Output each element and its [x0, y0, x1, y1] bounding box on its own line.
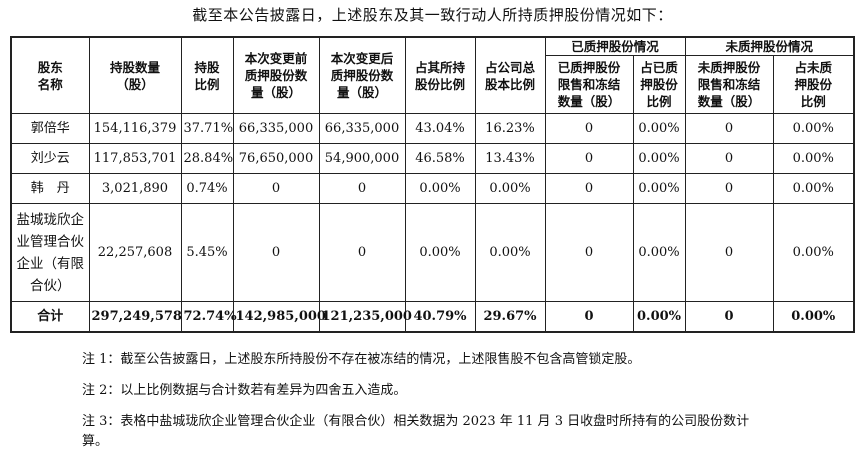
cell-after: 121,235,000	[318, 301, 412, 332]
cell-total-ratio: 29.67%	[474, 301, 546, 332]
cell-pledged-pct: 0.00%	[632, 173, 686, 204]
cell-before: 76,650,000	[232, 143, 320, 174]
header-ratio: 持股 比例	[180, 36, 234, 114]
cell-ratio: 72.74%	[180, 301, 237, 332]
cell-pledged-pct: 0.00%	[632, 203, 686, 302]
cell-pledged-restricted: 0	[544, 143, 634, 174]
cell-holding: 22,257,608	[88, 203, 182, 302]
header-unpledged-pct: 占未质 押股份 比例	[772, 55, 855, 114]
table-row: 郭倍华 154,116,379 37.71% 66,335,000 66,335…	[10, 113, 855, 144]
cell-unpledged-pct: 0.00%	[772, 113, 855, 144]
cell-unpledged-restricted: 0	[684, 113, 774, 144]
total-row: 合计 297,249,578 72.74% 142,985,000 121,23…	[10, 301, 855, 332]
cell-ratio: 28.84%	[180, 143, 234, 174]
cell-unpledged-restricted: 0	[684, 301, 774, 332]
cell-name: 刘少云	[10, 143, 90, 174]
header-shareholder: 股东 名称	[10, 36, 90, 114]
header-own-ratio: 占其所持 股份比例	[404, 36, 476, 114]
cell-unpledged-pct: 0.00%	[772, 143, 855, 174]
cell-own-ratio: 46.58%	[404, 143, 476, 174]
cell-total-ratio: 13.43%	[474, 143, 546, 174]
cell-unpledged-pct: 0.00%	[772, 301, 855, 332]
pledge-table: 股东 名称 持股数量 （股） 持股 比例 本次变更前 质押股份数 量（股） 本次…	[10, 36, 856, 333]
cell-unpledged-restricted: 0	[684, 173, 774, 204]
cell-unpledged-pct: 0.00%	[772, 173, 855, 204]
cell-after: 54,900,000	[318, 143, 406, 174]
cell-ratio: 0.74%	[180, 173, 234, 204]
cell-total-ratio: 0.00%	[474, 203, 546, 302]
cell-unpledged-pct: 0.00%	[772, 203, 855, 302]
header-pledged-pct: 占已质 押股份 比例	[632, 55, 686, 114]
header-after: 本次变更后 质押股份数 量（股）	[318, 36, 406, 114]
header-before: 本次变更前 质押股份数 量（股）	[232, 36, 320, 114]
table-row: 韩 丹 3,021,890 0.74% 0 0 0.00% 0.00% 0 0.…	[10, 173, 855, 204]
cell-name: 合计	[10, 301, 90, 332]
cell-total-ratio: 0.00%	[474, 173, 546, 204]
cell-before: 142,985,000	[232, 301, 326, 332]
footnote-1: 注 1：截至公告披露日，上述股东所持股份不存在被冻结的情况，上述限售股不包含高管…	[82, 352, 641, 367]
cell-pledged-pct: 0.00%	[632, 301, 686, 332]
cell-own-ratio: 0.00%	[404, 203, 476, 302]
cell-pledged-restricted: 0	[544, 113, 634, 144]
cell-name: 盐城珑欣企 业管理合伙 企业（有限 合伙）	[10, 203, 90, 302]
cell-after: 0	[318, 173, 406, 204]
cell-pledged-restricted: 0	[544, 173, 634, 204]
header-pledged-group: 已质押股份情况	[544, 36, 686, 56]
cell-holding: 297,249,578	[88, 301, 182, 332]
cell-name: 郭倍华	[10, 113, 90, 144]
cell-unpledged-restricted: 0	[684, 203, 774, 302]
cell-before: 0	[232, 203, 320, 302]
header-unpledged-group: 未质押股份情况	[684, 36, 855, 56]
cell-own-ratio: 0.00%	[404, 173, 476, 204]
cell-holding: 154,116,379	[88, 113, 182, 144]
cell-after: 66,335,000	[318, 113, 406, 144]
cell-before: 66,335,000	[232, 113, 320, 144]
footnote-3: 注 3：表格中盐城珑欣企业管理合伙企业（有限合伙）相关数据为 2023 年 11…	[82, 414, 750, 449]
cell-holding: 3,021,890	[88, 173, 182, 204]
cell-after: 0	[318, 203, 406, 302]
cell-pledged-pct: 0.00%	[632, 113, 686, 144]
cell-ratio: 37.71%	[180, 113, 234, 144]
table-row: 刘少云 117,853,701 28.84% 76,650,000 54,900…	[10, 143, 855, 174]
cell-pledged-pct: 0.00%	[632, 143, 686, 174]
cell-pledged-restricted: 0	[544, 301, 634, 332]
cell-total-ratio: 16.23%	[474, 113, 546, 144]
intro-text: 截至本公告披露日，上述股东及其一致行动人所持质押股份情况如下：	[192, 6, 673, 24]
cell-pledged-restricted: 0	[544, 203, 634, 302]
cell-unpledged-restricted: 0	[684, 143, 774, 174]
cell-own-ratio: 43.04%	[404, 113, 476, 144]
cell-before: 0	[232, 173, 320, 204]
header-total-ratio: 占公司总 股本比例	[474, 36, 546, 114]
table-row: 盐城珑欣企 业管理合伙 企业（有限 合伙） 22,257,608 5.45% 0…	[10, 203, 855, 302]
cell-name: 韩 丹	[10, 173, 90, 204]
footnote-2: 注 2：以上比例数据与合计数若有差异为四舍五入造成。	[82, 383, 407, 398]
cell-ratio: 5.45%	[180, 203, 234, 302]
cell-own-ratio: 40.79%	[404, 301, 476, 332]
header-unpledged-restricted: 未质押股份 限售和冻结 数量（股）	[684, 55, 774, 114]
header-holding: 持股数量 （股）	[88, 36, 182, 114]
header-pledged-restricted: 已质押股份 限售和冻结 数量（股）	[544, 55, 634, 114]
cell-holding: 117,853,701	[88, 143, 182, 174]
